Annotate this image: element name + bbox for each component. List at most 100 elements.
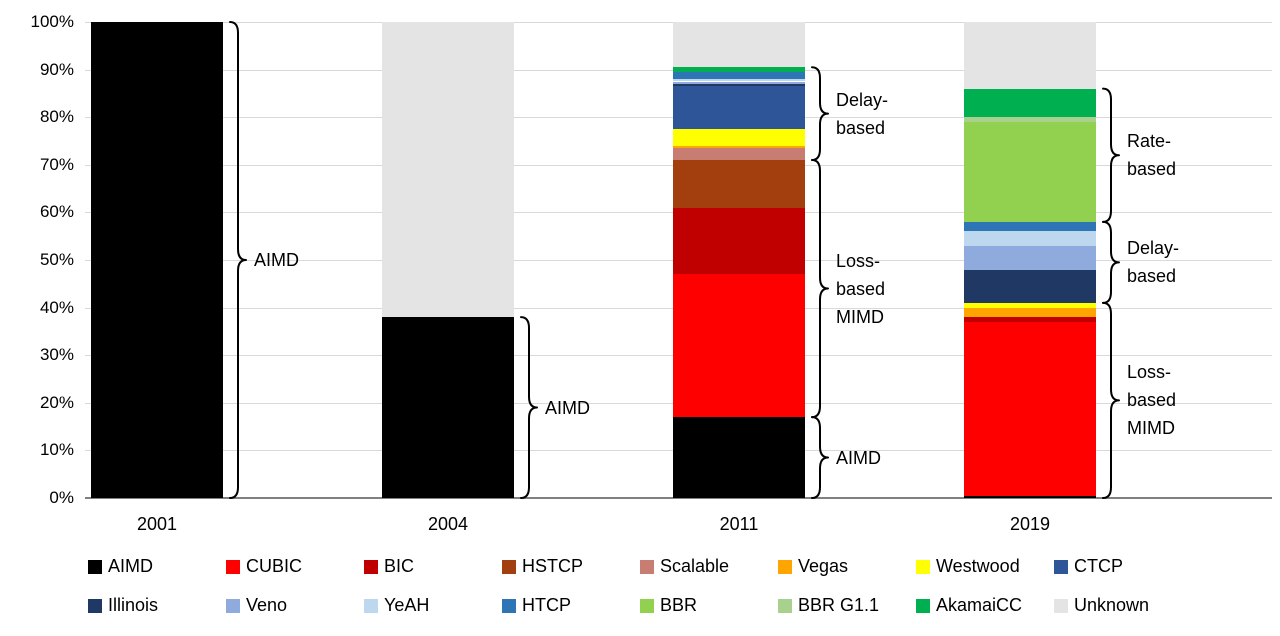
legend-item-westwood: Westwood (916, 556, 1054, 577)
bar-segment-bbr-2019 (964, 121, 1096, 222)
bar-segment-scalable-2011 (673, 148, 805, 161)
legend-swatch-akamaicc (916, 598, 930, 613)
bar-segment-yeah-2019 (964, 231, 1096, 246)
y-tick-label-50%: 50% (39, 250, 74, 269)
brace-delay-based-2011 (811, 66, 829, 162)
bar-segment-veno-2011 (673, 81, 805, 84)
legend-label-unknown: Unknown (1074, 595, 1150, 615)
bar-segment-unknown-2019 (964, 22, 1096, 89)
legend-swatch-scalable (640, 559, 654, 574)
bar-segment-vegas-2019 (964, 307, 1096, 318)
bar-segment-veno-2019 (964, 245, 1096, 270)
legend-swatch-illinois (88, 598, 102, 613)
x-axis-label-2011: 2011 (719, 514, 759, 534)
annotation-label-loss-basedmimd-2019: Loss-based MIMD (1127, 358, 1176, 442)
annotation-label-loss-basedmimd-2011: Loss-based MIMD (836, 247, 885, 331)
bar-segment-aimd-2001 (91, 22, 223, 498)
y-tick-label-70%: 70% (39, 154, 74, 174)
legend-swatch-bbr-g1-1 (778, 598, 792, 613)
legend-item-scalable: Scalable (640, 556, 778, 577)
legend-label-illinois: Illinois (108, 595, 159, 615)
bar-segment-vegas-2011 (673, 145, 805, 149)
legend-item-vegas: Vegas (778, 556, 916, 577)
bar-segment-bic-2011 (673, 207, 805, 275)
annotation-label-delay-based-2011: Delay-based (836, 86, 888, 142)
annotation-line: Rate- (1127, 131, 1172, 152)
bar-segment-cubic-2019 (964, 321, 1096, 496)
annotation-line: based (1127, 390, 1177, 411)
y-tick-label-40%: 40% (39, 297, 74, 317)
bar-segment-akamaicc-2011 (673, 67, 805, 72)
legend-label-scalable: Scalable (660, 556, 730, 576)
legend-item-bic: BIC (364, 556, 502, 577)
brace-aimd-2004 (520, 316, 538, 499)
legend-item-yeah: YeAH (364, 595, 502, 616)
annotation-label-delay-based-2019: Delay-based (1127, 234, 1179, 290)
annotation-line: based (836, 117, 886, 138)
legend-swatch-hstcp (502, 559, 516, 574)
brace-loss-basedmimd-2011 (811, 159, 829, 419)
bar-segment-htcp-2019 (964, 221, 1096, 232)
legend-swatch-ctcp (1054, 559, 1068, 574)
legend-item-ctcp: CTCP (1054, 556, 1192, 577)
bar-segment-westwood-2011 (673, 129, 805, 146)
legend-item-akamaicc: AkamaiCC (916, 595, 1054, 616)
x-axis-label-2004: 2004 (427, 514, 469, 534)
annotation-line: MIMD (836, 306, 884, 327)
legend-item-cubic: CUBIC (226, 556, 364, 577)
brace-delay-based-2019 (1102, 220, 1120, 304)
bar-segment-unknown-2011 (673, 22, 805, 68)
legend-item-unknown: Unknown (1054, 595, 1192, 616)
annotation-line: based (836, 278, 886, 299)
annotation-line: Loss- (836, 250, 881, 271)
legend-swatch-unknown (1054, 598, 1068, 613)
legend-swatch-bic (364, 559, 378, 574)
legend-swatch-westwood (916, 559, 930, 574)
annotation-line: based (1127, 266, 1177, 287)
y-tick-label-10%: 10% (39, 440, 74, 460)
legend-item-illinois: Illinois (88, 595, 226, 616)
x-axis-line (85, 497, 1272, 499)
legend-label-bic: BIC (384, 556, 415, 576)
annotation-label-rate-based-2019: Rate-based (1127, 127, 1176, 183)
legend: AIMD CUBIC BIC HSTCP Scalable Vegas Westwood CT… (88, 556, 1192, 616)
legend-label-cubic: CUBIC (246, 556, 303, 576)
legend-label-vegas: Vegas (798, 556, 849, 576)
x-axis-label-2019: 2019 (1009, 514, 1051, 534)
y-tick-label-30%: 30% (39, 345, 74, 365)
y-tick-label-0%: 0% (49, 488, 74, 507)
legend-item-htcp: HTCP (502, 595, 640, 616)
legend-label-ctcp: CTCP (1074, 556, 1123, 576)
legend-label-aimd: AIMD (108, 556, 153, 576)
annotation-line: MIMD (1127, 418, 1175, 439)
annotation-label-aimd-2004: AIMD (545, 394, 590, 422)
legend-label-bbr: BBR (660, 595, 698, 615)
legend-item-aimd: AIMD (88, 556, 226, 577)
annotation-line: Delay- (836, 89, 889, 110)
legend-swatch-htcp (502, 598, 516, 613)
legend-label-akamaicc: AkamaiCC (936, 595, 1023, 615)
annotation-label-aimd-2001: AIMD (254, 246, 299, 274)
annotation-line: based (1127, 159, 1177, 180)
bar-segment-bbr-g1-1-2019 (964, 117, 1096, 122)
bar-segment-ctcp-2011 (673, 86, 805, 130)
y-tick-label-60%: 60% (39, 202, 74, 222)
legend-item-hstcp: HSTCP (502, 556, 640, 577)
annotation-label-aimd-2011: AIMD (836, 444, 881, 472)
legend-swatch-aimd (88, 559, 102, 574)
bar-segment-akamaicc-2019 (964, 88, 1096, 118)
legend-label-westwood: Westwood (936, 556, 1020, 576)
bar-segment-westwood-2019 (964, 302, 1096, 308)
bar-segment-hstcp-2011 (673, 160, 805, 208)
bar-segment-illinois-2019 (964, 269, 1096, 303)
bar-segment-aimd-2019 (964, 495, 1096, 498)
legend-swatch-veno (226, 598, 240, 613)
bar-segment-illinois-2011 (673, 83, 805, 87)
legend-item-bbr-g1-1: BBR G1.1 (778, 595, 916, 616)
legend-item-bbr: BBR (640, 595, 778, 616)
y-tick-label-90%: 90% (39, 59, 74, 79)
brace-rate-based-2019 (1102, 87, 1120, 223)
legend-swatch-yeah (364, 598, 378, 613)
bar-segment-cubic-2011 (673, 274, 805, 418)
